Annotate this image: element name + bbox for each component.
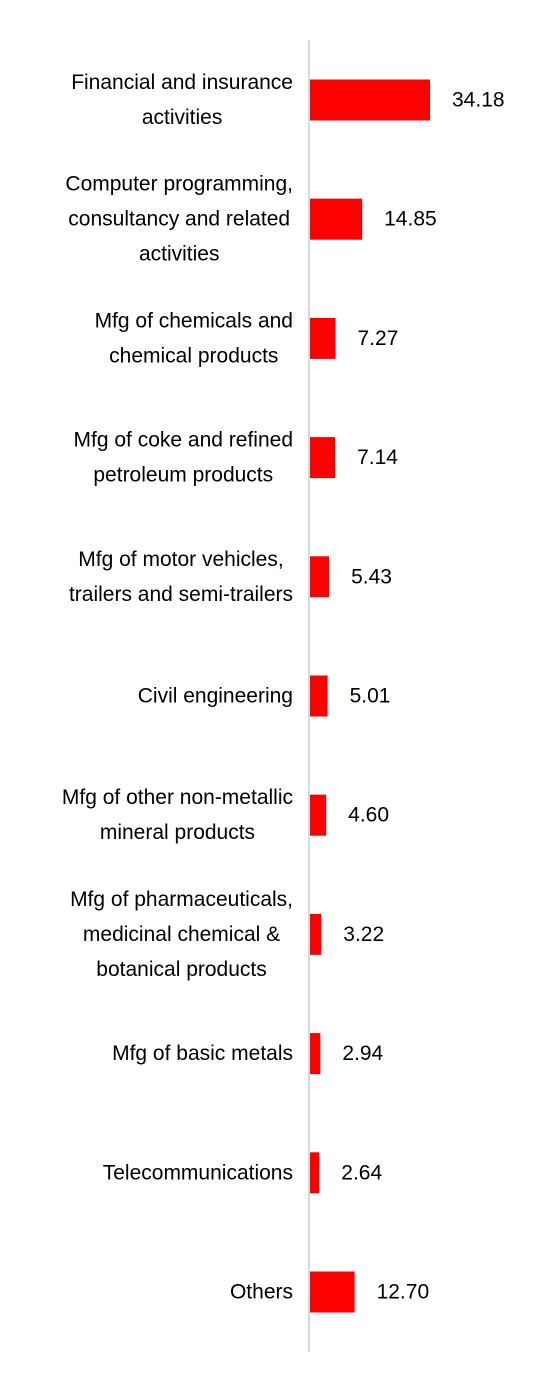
value-label: 12.70	[377, 1281, 430, 1304]
bar	[310, 794, 327, 836]
bar	[310, 198, 363, 240]
bar	[310, 79, 430, 121]
category-label-line: Civil engineering	[138, 685, 293, 708]
bar	[310, 556, 330, 598]
bar	[310, 913, 322, 955]
category-label-line: Mfg of motor vehicles,	[78, 548, 283, 571]
category-label-line: chemical products	[109, 344, 278, 367]
category-label-line: medicinal chemical &	[83, 923, 280, 946]
value-label: 5.01	[350, 685, 391, 708]
category-label: Computer programming, consultancy and rel…	[65, 173, 293, 266]
category-label-line: Mfg of pharmaceuticals,	[70, 888, 293, 911]
category-label: Mfg of other non-metallic mineral product…	[62, 786, 293, 844]
value-label: 3.22	[343, 923, 384, 946]
category-label: Civil engineering	[138, 685, 293, 708]
category-label-line: Mfg of other non-metallic	[62, 786, 293, 809]
value-label: 4.60	[348, 804, 389, 827]
category-label: Mfg of motor vehicles, trailers and semi-…	[69, 548, 293, 606]
bar	[310, 1271, 355, 1313]
category-label: Mfg of chemicals and chemical products	[95, 309, 293, 367]
value-label: 14.85	[384, 208, 437, 231]
category-label-line: Mfg of coke and refined	[74, 429, 293, 452]
category-label: Financial and insurance activities	[71, 71, 293, 129]
bar	[310, 1033, 321, 1075]
category-label-line: mineral products	[100, 821, 255, 844]
category-label-line: Others	[230, 1281, 293, 1304]
bar	[310, 675, 328, 717]
value-label: 5.43	[351, 565, 392, 588]
category-label: Mfg of pharmaceuticals, medicinal chemica…	[70, 888, 293, 981]
category-label-line: Telecommunications	[103, 1161, 293, 1184]
bar	[310, 437, 336, 479]
category-label: Mfg of basic metals	[112, 1042, 293, 1065]
value-label: 7.14	[357, 446, 398, 469]
category-label-line: Financial and insurance	[71, 71, 293, 94]
category-label-line: botanical products	[96, 958, 266, 981]
value-label: 7.27	[358, 327, 399, 350]
bar	[310, 1152, 320, 1194]
category-label-line: petroleum products	[93, 464, 273, 487]
value-label: 34.18	[452, 89, 505, 112]
value-label: 2.94	[342, 1042, 383, 1065]
category-label-line: activities	[139, 243, 220, 266]
category-label-line: Computer programming,	[65, 173, 293, 196]
category-label-line: consultancy and related	[68, 208, 290, 231]
category-label: Telecommunications	[103, 1161, 293, 1184]
category-label: Mfg of coke and refined petroleum product…	[74, 429, 293, 487]
value-label: 2.64	[341, 1161, 382, 1184]
category-label-line: trailers and semi-trailers	[69, 583, 293, 606]
category-label-line: Mfg of chemicals and	[95, 309, 293, 332]
category-label-line: Mfg of basic metals	[112, 1042, 293, 1065]
bar	[310, 317, 336, 359]
category-label-line: activities	[142, 106, 223, 129]
category-label: Others	[230, 1281, 293, 1304]
